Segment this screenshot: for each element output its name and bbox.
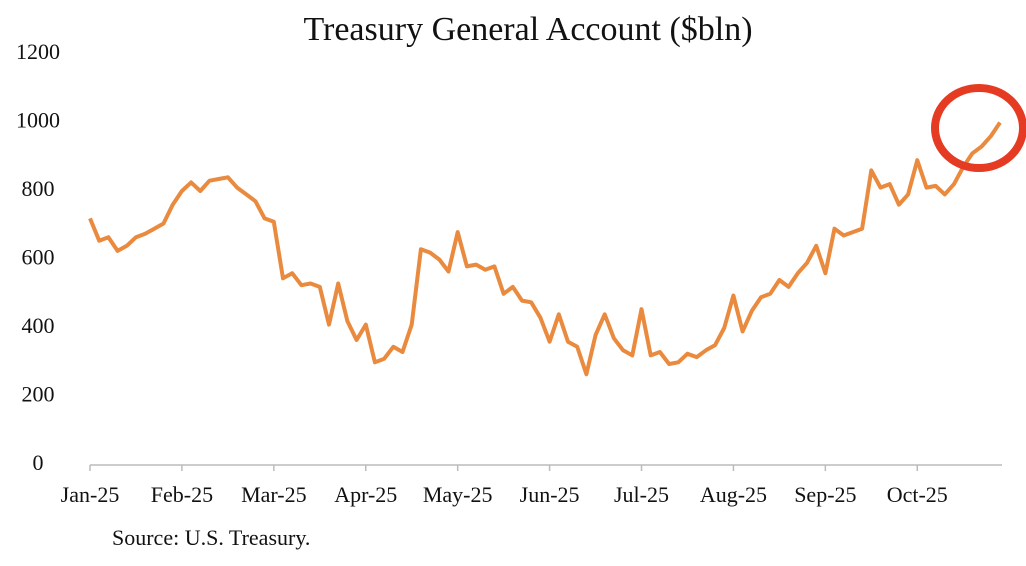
x-tick-label: Oct-25 (887, 482, 948, 507)
y-tick-label: 200 (22, 382, 55, 407)
x-tick-label: Sep-25 (794, 482, 856, 507)
x-tick-label: Jan-25 (61, 482, 120, 507)
y-tick-label: 0 (33, 450, 44, 475)
y-tick-label: 800 (22, 176, 55, 201)
x-tick-label: Apr-25 (334, 482, 397, 507)
x-tick-label: Jul-25 (614, 482, 669, 507)
y-tick-label: 400 (22, 313, 55, 338)
x-tick-label: Feb-25 (151, 482, 213, 507)
x-tick-label: Aug-25 (700, 482, 767, 507)
chart-title: Treasury General Account ($bln) (303, 11, 752, 48)
highlight-circle (931, 84, 1026, 172)
y-tick-label: 1000 (16, 108, 60, 133)
y-tick-label: 1200 (16, 39, 60, 64)
x-tick-label: May-25 (423, 482, 493, 507)
x-tick-label: Jun-25 (520, 482, 580, 507)
x-tick-label: Mar-25 (241, 482, 307, 507)
source-note: Source: U.S. Treasury. (112, 525, 310, 550)
y-tick-label: 600 (22, 245, 55, 270)
data-line (88, 121, 1002, 377)
